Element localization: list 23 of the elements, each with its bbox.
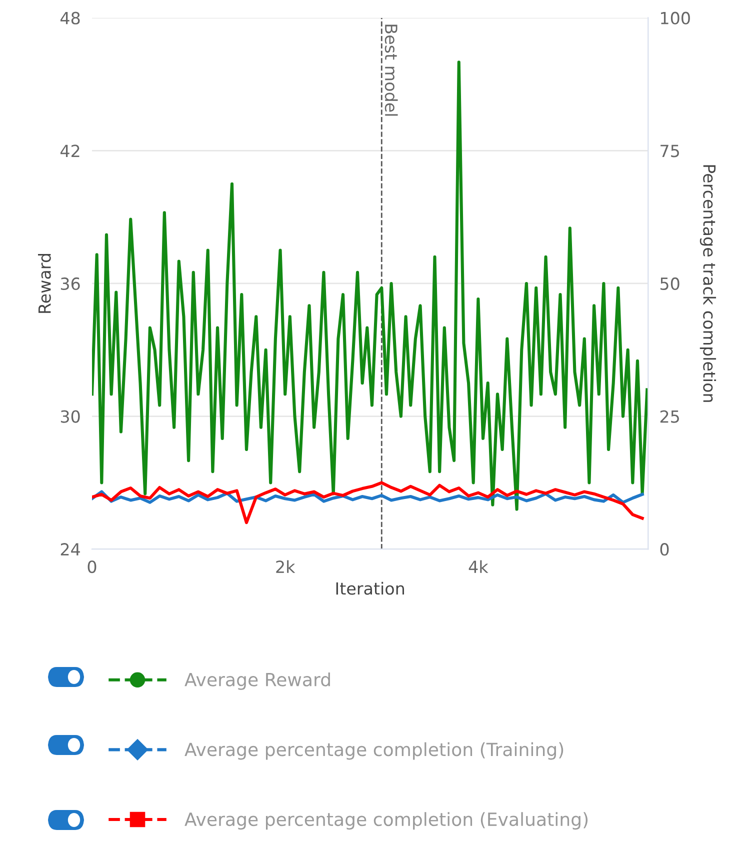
legend-label: Average percentage completion (Training) [184,742,564,760]
y2-tick-label: 25 [660,410,679,423]
legend-label: Average Reward [184,672,330,690]
y-tick-label: 24 [60,543,80,556]
line-series [92,490,644,504]
x-tick-label: 0 [88,560,96,574]
y-tick-label: 48 [60,12,80,24]
x-axis-title: Iteration [336,582,404,595]
ref-line-label: Best model [384,24,398,116]
y2-tick-label: 0 [660,543,669,556]
y2-tick-label: 100 [661,12,690,24]
x-tick-label: 4k [468,560,488,573]
y2-axis-title: Percentage track completion [700,165,716,402]
y-tick-label: 30 [60,410,80,423]
y-axis-title: Reward [38,254,51,313]
line-series [92,60,648,511]
line-series [92,481,644,524]
x-tick-label: 2k [276,560,296,573]
y2-tick-label: 75 [660,144,679,158]
legend-label: Average percentage completion (Evaluating) [184,812,588,830]
y2-tick-label: 50 [660,277,680,290]
y-tick-label: 42 [60,144,80,157]
y-tick-label: 36 [60,277,80,290]
